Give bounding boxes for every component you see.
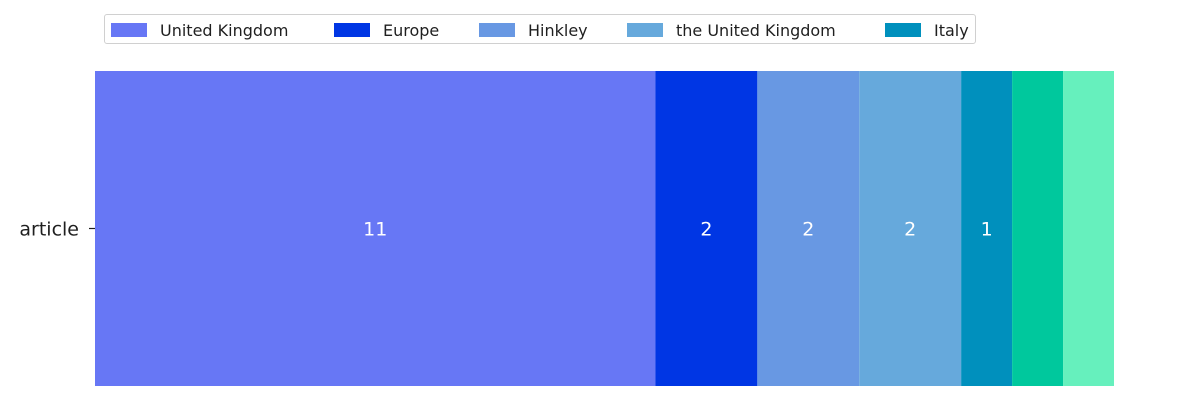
legend-swatch: [885, 23, 921, 37]
legend-label: Italy: [934, 20, 969, 40]
legend-swatch: [627, 23, 663, 37]
legend-swatch: [111, 23, 147, 37]
legend-entry-the-united-kingdom: the United Kingdom: [627, 15, 836, 45]
legend-entry-united-kingdom: United Kingdom: [111, 15, 288, 45]
bar-segment-hinkley: [757, 71, 860, 386]
legend-entry-europe: Europe: [334, 15, 439, 45]
legend-label: Hinkley: [528, 20, 588, 40]
bar-value-label: 2: [802, 219, 814, 241]
legend-entry-italy: Italy: [885, 15, 969, 45]
bar-segment-series-7: [1063, 71, 1114, 386]
bar-value-label: 1: [981, 219, 993, 241]
legend-label: Europe: [383, 20, 440, 40]
legend-label: the United Kingdom: [676, 20, 836, 40]
legend-entry-hinkley: Hinkley: [479, 15, 588, 45]
bar-segment-series-6: [1012, 71, 1064, 386]
bar-value-label: 2: [904, 219, 916, 241]
legend: United Kingdom Europe Hinkley the United…: [104, 14, 976, 44]
bar-segment-united-kingdom: [95, 71, 656, 386]
bar-value-label: 11: [363, 219, 387, 241]
legend-label: United Kingdom: [160, 20, 289, 40]
legend-swatch: [479, 23, 515, 37]
bar-value-label: 2: [700, 219, 712, 241]
bar-segment-europe: [655, 71, 758, 386]
y-tick-label: article: [19, 219, 79, 241]
bar-segment-italy: [961, 71, 1013, 386]
bar-segment-the-united-kingdom: [859, 71, 962, 386]
legend-swatch: [334, 23, 370, 37]
